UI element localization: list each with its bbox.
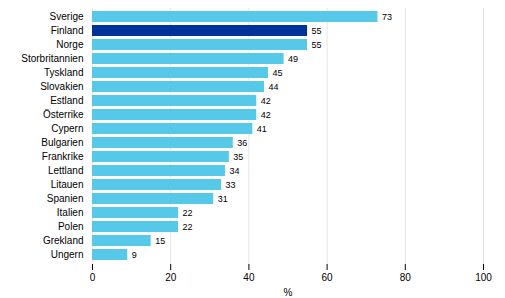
- svg-text:Ungern: Ungern: [51, 249, 84, 260]
- svg-text:44: 44: [269, 82, 279, 92]
- svg-text:Slovakien: Slovakien: [40, 81, 83, 92]
- svg-text:Estland: Estland: [50, 95, 83, 106]
- svg-text:36: 36: [237, 138, 247, 148]
- svg-text:Tyskland: Tyskland: [44, 67, 83, 78]
- svg-text:35: 35: [233, 152, 243, 162]
- svg-text:15: 15: [155, 236, 165, 246]
- svg-text:42: 42: [261, 96, 271, 106]
- svg-text:0: 0: [90, 272, 96, 283]
- svg-text:42: 42: [261, 110, 271, 120]
- svg-text:Italien: Italien: [57, 207, 84, 218]
- svg-text:49: 49: [288, 54, 298, 64]
- svg-text:34: 34: [229, 166, 239, 176]
- svg-text:22: 22: [183, 222, 193, 232]
- svg-text:33: 33: [226, 180, 236, 190]
- svg-text:73: 73: [382, 12, 392, 22]
- svg-text:Grekland: Grekland: [43, 235, 84, 246]
- svg-text:Cypern: Cypern: [51, 123, 83, 134]
- svg-text:Frankrike: Frankrike: [42, 151, 84, 162]
- svg-text:80: 80: [400, 272, 412, 283]
- svg-text:Norge: Norge: [56, 39, 84, 50]
- svg-text:41: 41: [257, 124, 267, 134]
- svg-text:Bulgarien: Bulgarien: [41, 137, 83, 148]
- svg-text:9: 9: [132, 250, 137, 260]
- svg-text:31: 31: [218, 194, 228, 204]
- svg-text:%: %: [284, 287, 293, 298]
- svg-text:45: 45: [272, 68, 282, 78]
- svg-text:Storbritannien: Storbritannien: [21, 53, 83, 64]
- svg-text:55: 55: [312, 26, 322, 36]
- svg-text:20: 20: [165, 272, 177, 283]
- svg-text:Sverige: Sverige: [50, 11, 84, 22]
- svg-text:Finland: Finland: [51, 25, 84, 36]
- svg-text:100: 100: [475, 272, 492, 283]
- svg-text:Lettland: Lettland: [48, 165, 84, 176]
- svg-text:55: 55: [312, 40, 322, 50]
- svg-text:22: 22: [183, 208, 193, 218]
- svg-text:Polen: Polen: [58, 221, 84, 232]
- svg-text:Litauen: Litauen: [51, 179, 84, 190]
- svg-text:Spanien: Spanien: [47, 193, 84, 204]
- svg-text:Österrike: Österrike: [43, 109, 84, 120]
- svg-text:40: 40: [243, 272, 255, 283]
- svg-text:60: 60: [322, 272, 334, 283]
